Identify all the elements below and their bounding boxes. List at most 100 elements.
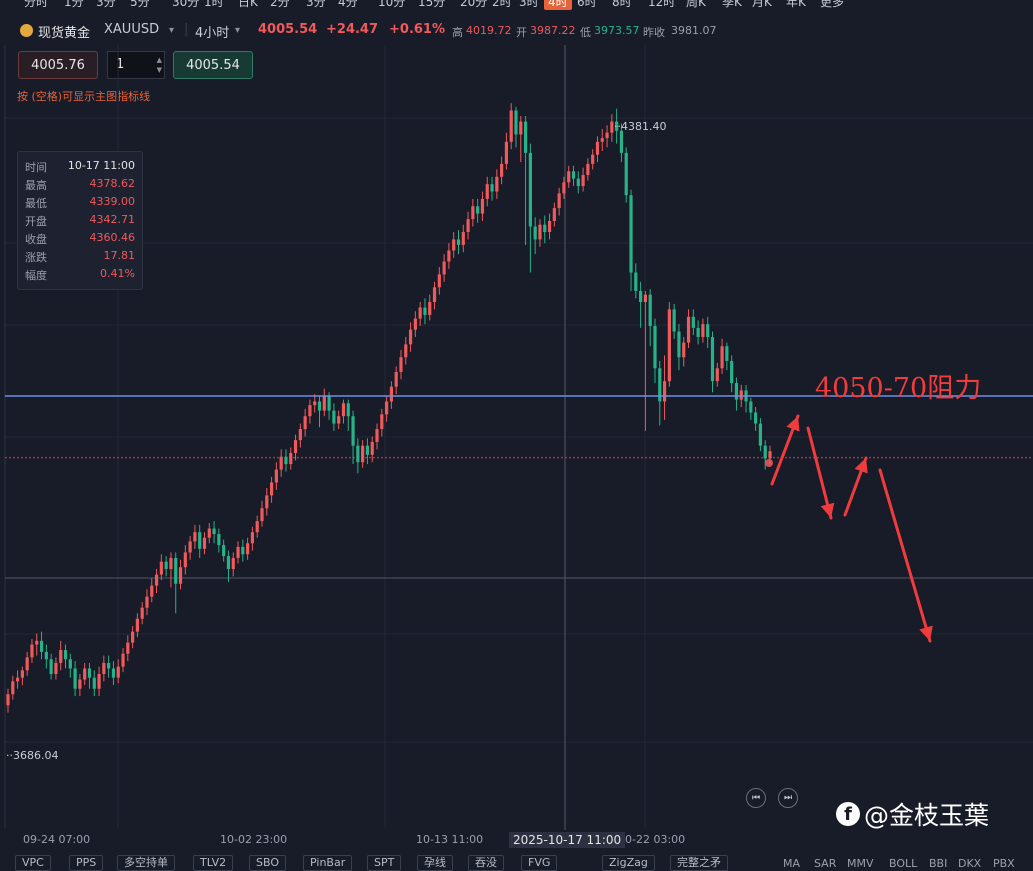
indicator-button[interactable]: PPS <box>69 855 104 871</box>
timeframe-item[interactable]: 30分 <box>172 0 200 9</box>
candle-body <box>442 261 446 275</box>
timeframe-item[interactable]: 12时 <box>648 0 676 9</box>
stepper-up-icon[interactable]: ▲ <box>156 56 162 64</box>
candle-body <box>121 653 125 667</box>
buy-price-button[interactable]: 4005.54 <box>173 51 253 79</box>
timeframe-item[interactable]: 3分 <box>306 0 326 9</box>
indicator-button[interactable]: SBO <box>249 855 286 871</box>
candle-body <box>485 184 489 199</box>
arrow-shaft <box>806 426 833 520</box>
candle-body <box>289 453 293 465</box>
candle-body <box>20 670 24 678</box>
indicator-toggle[interactable]: SAR <box>814 857 837 870</box>
timeframe-item[interactable]: 1分 <box>64 0 84 9</box>
indicator-button[interactable]: ZigZag <box>602 855 655 871</box>
timeframe-item[interactable]: 2时 <box>492 0 512 9</box>
indicator-toggle[interactable]: PBX <box>993 857 1015 870</box>
timeframe-item[interactable]: 20分 <box>460 0 488 9</box>
indicator-toggle[interactable]: BOLL <box>889 857 918 870</box>
timeframe-item[interactable]: 月K <box>752 0 772 9</box>
candle-body <box>490 184 494 192</box>
candle-body <box>97 674 101 689</box>
candlestick-chart[interactable]: ··4381.40 ··3686.04 4050-70阻力 <box>0 0 1033 830</box>
timeframe-item[interactable]: 年K <box>786 0 806 9</box>
timeframe-item[interactable]: 季K <box>722 0 742 9</box>
candle-body <box>519 121 523 135</box>
candle-body <box>337 416 341 424</box>
candle-body <box>140 607 144 619</box>
candle-body <box>217 534 221 546</box>
candle-body <box>428 302 432 315</box>
tooltip-row: 幅度 0.41% <box>25 267 135 285</box>
indicator-button[interactable]: 完整之矛 <box>670 855 728 871</box>
candle-body <box>552 208 556 221</box>
indicator-button[interactable]: VPC <box>15 855 51 871</box>
symbol-name[interactable]: 现货黄金 <box>38 26 91 41</box>
timeframe-item[interactable]: 5分 <box>130 0 150 9</box>
timeframe-item[interactable]: 3分 <box>96 0 116 9</box>
candle-body <box>547 221 552 233</box>
indicator-button[interactable]: 孕线 <box>417 855 453 871</box>
tooltip-key: 收盘 <box>25 233 47 246</box>
candle-body <box>202 537 207 549</box>
tooltip-row: 时间 10-17 11:00 <box>25 159 135 177</box>
scroll-start-button[interactable]: ⏮ <box>746 788 766 808</box>
candle-body <box>212 528 216 535</box>
timeframe-item[interactable]: 10分 <box>378 0 406 9</box>
timeframe-item[interactable]: 分时 <box>24 0 49 9</box>
candle-body <box>145 596 149 608</box>
indicator-button[interactable]: TLV2 <box>193 855 234 871</box>
timeframe-item[interactable]: 8时 <box>612 0 632 9</box>
timeframe-item[interactable]: 日K <box>238 0 258 9</box>
sell-price-button[interactable]: 4005.76 <box>18 51 98 79</box>
indicator-toggle[interactable]: MA <box>783 857 801 870</box>
indicator-button[interactable]: 吞没 <box>468 855 504 871</box>
candle-body <box>619 130 624 153</box>
timeframe-item[interactable]: 4分 <box>338 0 358 9</box>
timeframe-item[interactable]: 周K <box>686 0 706 9</box>
candle-body <box>107 662 111 669</box>
scroll-end-button[interactable]: ⏭ <box>778 788 798 808</box>
timeframe-item[interactable]: 2分 <box>270 0 290 9</box>
candle-body <box>87 668 92 678</box>
symbol-info-bar: 现货黄金 XAUUSD ▾ | 4小时 ▾ 4005.54 +24.47 +0.… <box>0 18 1033 44</box>
indicator-button[interactable]: 多空持单 <box>117 855 175 871</box>
candle-body <box>59 650 63 663</box>
candle-body <box>269 482 274 496</box>
timeframe-item[interactable]: 6时 <box>577 0 597 9</box>
timeframe-item[interactable]: 4时 <box>544 0 572 10</box>
indicator-toggle[interactable]: DKX <box>958 857 982 870</box>
indicator-toggle[interactable]: BBI <box>929 857 948 870</box>
timeframe-item[interactable]: 1时 <box>204 0 224 9</box>
candle-body <box>365 445 370 455</box>
symbol-code[interactable]: XAUUSD <box>104 22 160 37</box>
candle-body <box>83 668 87 680</box>
candle-body <box>615 121 619 131</box>
candle-body <box>274 469 278 483</box>
candle-body <box>739 390 743 400</box>
indicator-toggle[interactable]: MMV <box>847 857 874 870</box>
candle-body <box>696 327 700 338</box>
tooltip-key: 幅度 <box>25 269 47 282</box>
timeframe-item[interactable]: 15分 <box>418 0 446 9</box>
arrow-head <box>820 502 835 518</box>
indicator-button[interactable]: SPT <box>367 855 402 871</box>
high-value: 4019.72 <box>466 24 512 37</box>
stepper-down-icon[interactable]: ▼ <box>156 66 162 74</box>
candle-body <box>586 163 590 175</box>
candle-body <box>39 640 44 652</box>
period-dropdown-icon[interactable]: ▾ <box>235 25 241 36</box>
timeframe-item[interactable]: 3时 <box>519 0 539 9</box>
timeframe-item[interactable]: 更多 <box>820 0 845 9</box>
arrow-head <box>854 458 868 474</box>
quantity-stepper[interactable]: ▲ ▼ <box>157 55 162 75</box>
candle-body <box>672 309 676 332</box>
quantity-input[interactable]: 1 ▲ ▼ <box>107 51 165 79</box>
candle-body <box>629 195 633 273</box>
candle-body <box>116 666 120 678</box>
period-label[interactable]: 4小时 <box>195 26 230 41</box>
symbol-dropdown-icon[interactable]: ▾ <box>169 25 175 36</box>
candle-body <box>30 644 34 658</box>
indicator-button[interactable]: FVG <box>521 855 558 871</box>
indicator-button[interactable]: PinBar <box>303 855 353 871</box>
